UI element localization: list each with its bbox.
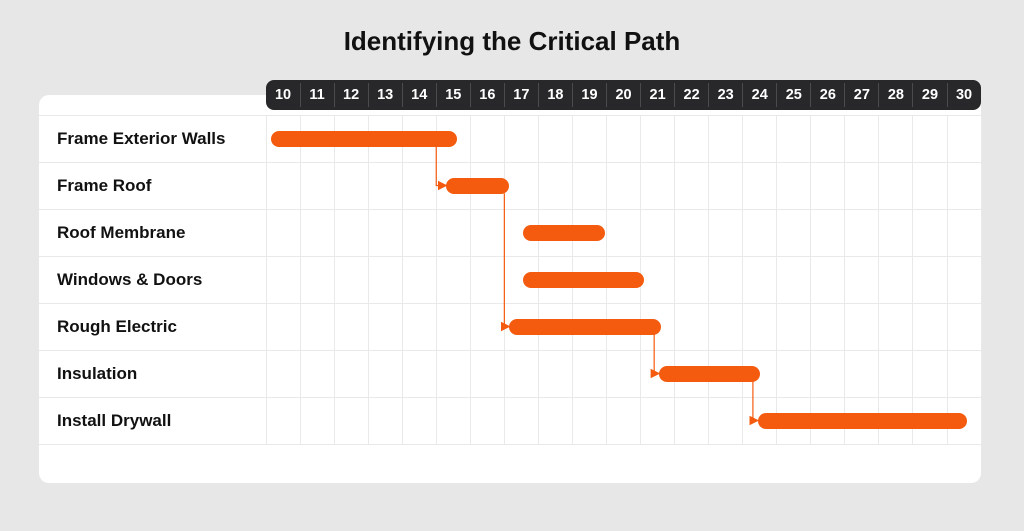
timeline-header-sep [436, 83, 437, 107]
timeline-day: 10 [266, 80, 300, 110]
timeline-header-sep [640, 83, 641, 107]
grid-vline [504, 115, 505, 444]
timeline-header-sep [334, 83, 335, 107]
task-label: Windows & Doors [57, 256, 266, 303]
timeline-header-sep [606, 83, 607, 107]
grid-vline [300, 115, 301, 444]
timeline-day: 22 [675, 80, 709, 110]
timeline-day: 11 [300, 80, 334, 110]
grid-vline [878, 115, 879, 444]
timeline-header-sep [947, 83, 948, 107]
grid-vline [810, 115, 811, 444]
timeline-header-sep [402, 83, 403, 107]
timeline-header-sep [708, 83, 709, 107]
timeline-header-sep [674, 83, 675, 107]
timeline-day: 17 [504, 80, 538, 110]
task-label: Frame Roof [57, 162, 266, 209]
timeline-day: 14 [402, 80, 436, 110]
chart-stage: { "title": { "text": "Identifying the Cr… [0, 0, 1024, 531]
timeline-header-sep [878, 83, 879, 107]
timeline-day: 27 [845, 80, 879, 110]
gantt-bar [446, 178, 509, 194]
gantt-bar [659, 366, 759, 382]
timeline-day: 15 [436, 80, 470, 110]
grid-vline [981, 115, 982, 444]
task-label: Frame Exterior Walls [57, 115, 266, 162]
timeline-header-sep [776, 83, 777, 107]
grid-vline [470, 115, 471, 444]
timeline-day: 23 [709, 80, 743, 110]
timeline-header-sep [538, 83, 539, 107]
grid-vline [912, 115, 913, 444]
timeline-header-sep [368, 83, 369, 107]
timeline-day: 29 [913, 80, 947, 110]
grid-vline [708, 115, 709, 444]
task-label: Insulation [57, 350, 266, 397]
timeline-day: 26 [811, 80, 845, 110]
timeline-day: 21 [641, 80, 675, 110]
grid-vline [776, 115, 777, 444]
grid-vline [742, 115, 743, 444]
timeline-header-sep [504, 83, 505, 107]
timeline-header-sep [810, 83, 811, 107]
task-label: Roof Membrane [57, 209, 266, 256]
timeline-day: 13 [368, 80, 402, 110]
timeline-day: 18 [538, 80, 572, 110]
task-label: Install Drywall [57, 397, 266, 444]
timeline-day: 16 [470, 80, 504, 110]
timeline-day: 28 [879, 80, 913, 110]
timeline-day: 25 [777, 80, 811, 110]
gantt-bar [523, 225, 605, 241]
timeline-day: 20 [607, 80, 641, 110]
grid-vline [947, 115, 948, 444]
timeline-day: 24 [743, 80, 777, 110]
chart-title: Identifying the Critical Path [0, 26, 1024, 57]
timeline-header-sep [470, 83, 471, 107]
timeline-day: 12 [334, 80, 368, 110]
timeline-header-sep [572, 83, 573, 107]
timeline-header-sep [742, 83, 743, 107]
gantt-bar [758, 413, 967, 429]
timeline-day: 19 [572, 80, 606, 110]
grid-vline [334, 115, 335, 444]
gantt-bar [271, 131, 457, 147]
timeline-day: 30 [947, 80, 981, 110]
timeline-header-sep [300, 83, 301, 107]
grid-vline [436, 115, 437, 444]
grid-vline [402, 115, 403, 444]
grid-vline [844, 115, 845, 444]
grid-vline [368, 115, 369, 444]
gantt-bar [509, 319, 661, 335]
timeline-header-sep [844, 83, 845, 107]
timeline-header-sep [912, 83, 913, 107]
grid-vline [674, 115, 675, 444]
gantt-bar [523, 272, 644, 288]
task-label: Rough Electric [57, 303, 266, 350]
